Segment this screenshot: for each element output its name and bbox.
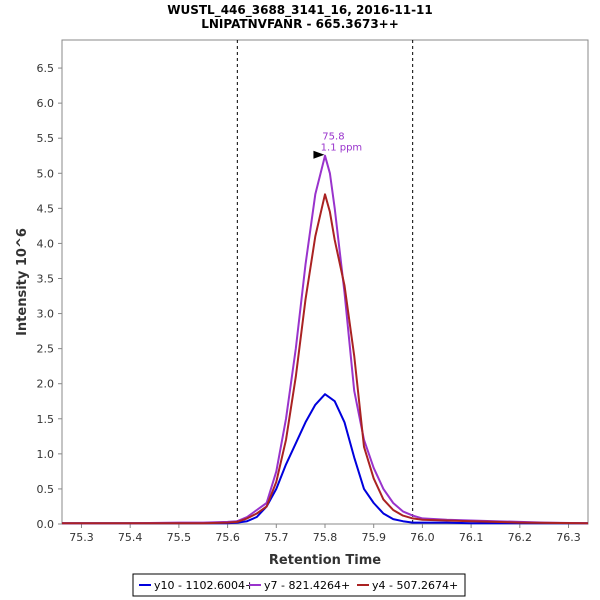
y-axis-label: Intensity 10^6 [15,228,30,336]
y-tick-label: 1.5 [37,413,55,426]
x-axis-label: Retention Time [269,553,381,568]
y-tick-label: 6.5 [37,62,55,75]
peak-rt-label: 75.8 [322,132,344,143]
y-tick-label: 3.0 [37,308,55,321]
y-tick-label: 5.5 [37,132,55,145]
y-tick-label: 4.5 [37,202,55,215]
chart-subtitle: LNIPATNVFANR - 665.3673++ [201,17,399,31]
y-tick-label: 3.5 [37,272,55,285]
x-tick-label: 75.5 [167,531,192,544]
x-tick-label: 75.3 [69,531,94,544]
x-tick-label: 75.4 [118,531,143,544]
y-tick-label: 6.0 [37,97,55,110]
y-tick-label: 2.5 [37,343,55,356]
series-group [62,154,589,525]
x-tick-label: 76.2 [508,531,533,544]
peak-ppm-label: 1.1 ppm [321,143,363,154]
chart-title: WUSTL_446_3688_3141_16, 2016-11-11 [167,3,433,18]
y-tick-label: 1.0 [37,448,55,461]
x-tick-label: 76.0 [410,531,435,544]
integration-boundaries [236,40,414,524]
legend: y10 - 1102.6004+ y7 - 821.4264+ y4 - 507.2… [132,573,466,597]
x-tick-label: 75.8 [313,531,338,544]
legend-box [132,573,466,597]
x-axis: 75.3 75.4 75.5 75.6 75.7 75.8 75.9 76.0 76.1 76.2… [69,524,581,544]
x-tick-label: 75.6 [215,531,240,544]
legend-label: y10 - 1102.6004+ [154,579,254,592]
x-tick-label: 76.3 [556,531,581,544]
y-tick-label: 4.0 [37,237,55,250]
legend-label: y7 - 821.4264+ [264,579,350,592]
plot-area [61,39,589,525]
y-tick-label: 5.0 [37,167,55,180]
series-line [62,193,589,525]
y-axis: 0.0 0.5 1.0 1.5 2.0 2.5 3.0 3.5 4.0 4.5 5.0 5.5 6.0 6… [37,62,62,531]
x-tick-label: 75.9 [361,531,386,544]
y-tick-label: 0.5 [37,483,55,496]
y-tick-label: 2.0 [37,378,55,391]
peak-marker-arrow [313,150,325,159]
peak-annotation: 75.8 1.1 ppm [313,132,362,159]
x-tick-label: 76.1 [459,531,484,544]
x-tick-label: 75.7 [264,531,289,544]
y-tick-label: 0.0 [37,518,55,531]
legend-label: y4 - 507.2674+ [372,579,458,592]
